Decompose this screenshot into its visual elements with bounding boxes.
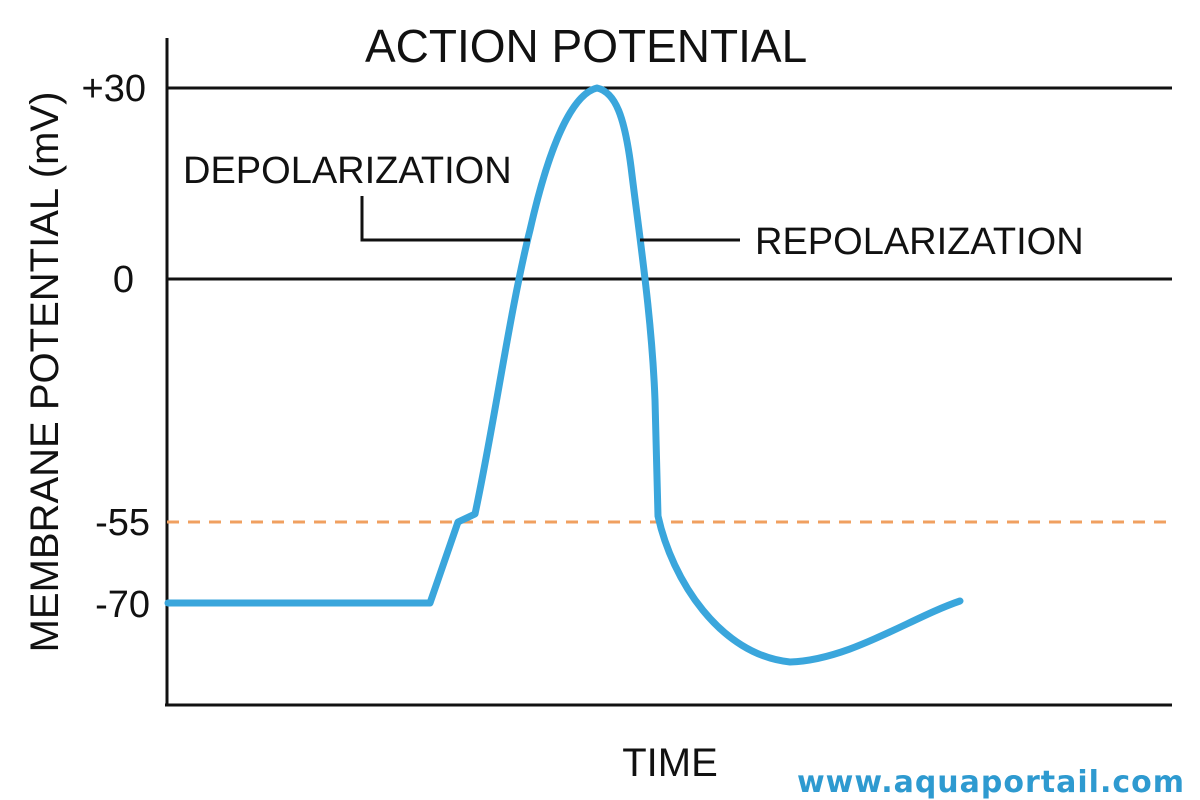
y-tick-label-minus70: -70 [95,584,150,626]
action-potential-curve [164,84,964,666]
y-axis-label: MEMBRANE POTENTIAL (mV) [23,92,67,653]
depolarization-leader-line [360,196,530,242]
repolarization-label: REPOLARIZATION [755,221,1084,263]
x-axis-label: TIME [622,741,718,785]
y-tick-label-plus30: +30 [82,68,146,110]
diagram-title: ACTION POTENTIAL [365,20,807,72]
y-tick-label-minus55: -55 [95,502,150,544]
y-tick-label-zero: 0 [113,259,134,301]
depolarization-label: DEPOLARIZATION [183,150,512,192]
watermark-text: www.aquaportail.com [797,765,1185,800]
